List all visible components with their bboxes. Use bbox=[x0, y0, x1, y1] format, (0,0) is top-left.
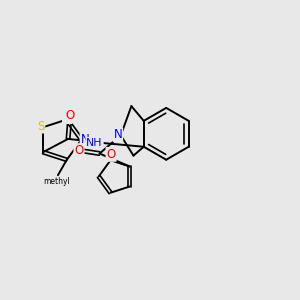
Text: O: O bbox=[74, 144, 84, 157]
Text: NH: NH bbox=[86, 138, 103, 148]
Text: methyl: methyl bbox=[43, 177, 70, 186]
Text: N: N bbox=[113, 128, 122, 141]
Text: N: N bbox=[63, 110, 72, 123]
Text: O: O bbox=[106, 148, 116, 161]
Text: O: O bbox=[65, 109, 74, 122]
Text: S: S bbox=[37, 120, 44, 133]
Text: N: N bbox=[81, 133, 89, 146]
